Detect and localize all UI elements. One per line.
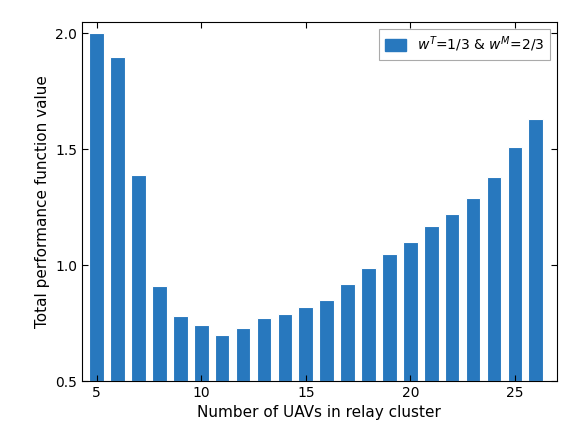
Bar (486, 177, 501, 381)
Bar (319, 300, 334, 381)
X-axis label: Number of UAVs in relay cluster: Number of UAVs in relay cluster (197, 406, 441, 420)
Bar (278, 314, 292, 381)
Bar (403, 242, 418, 381)
Y-axis label: Total performance function value: Total performance function value (35, 75, 50, 328)
Bar (110, 57, 125, 381)
Bar (257, 318, 271, 381)
Bar (89, 33, 104, 381)
Bar (236, 328, 250, 381)
Bar (131, 175, 146, 381)
Bar (466, 198, 481, 381)
Bar (382, 254, 397, 381)
Bar (194, 325, 209, 381)
Bar (424, 226, 438, 381)
Bar (529, 119, 543, 381)
Bar (361, 268, 376, 381)
Bar (173, 316, 188, 381)
Bar (340, 284, 355, 381)
Bar (215, 335, 230, 381)
Bar (152, 286, 167, 381)
Bar (507, 147, 522, 381)
Legend: $w^T$=1/3 & $w^M$=2/3: $w^T$=1/3 & $w^M$=2/3 (379, 29, 550, 60)
Bar (298, 307, 313, 381)
Bar (445, 214, 459, 381)
